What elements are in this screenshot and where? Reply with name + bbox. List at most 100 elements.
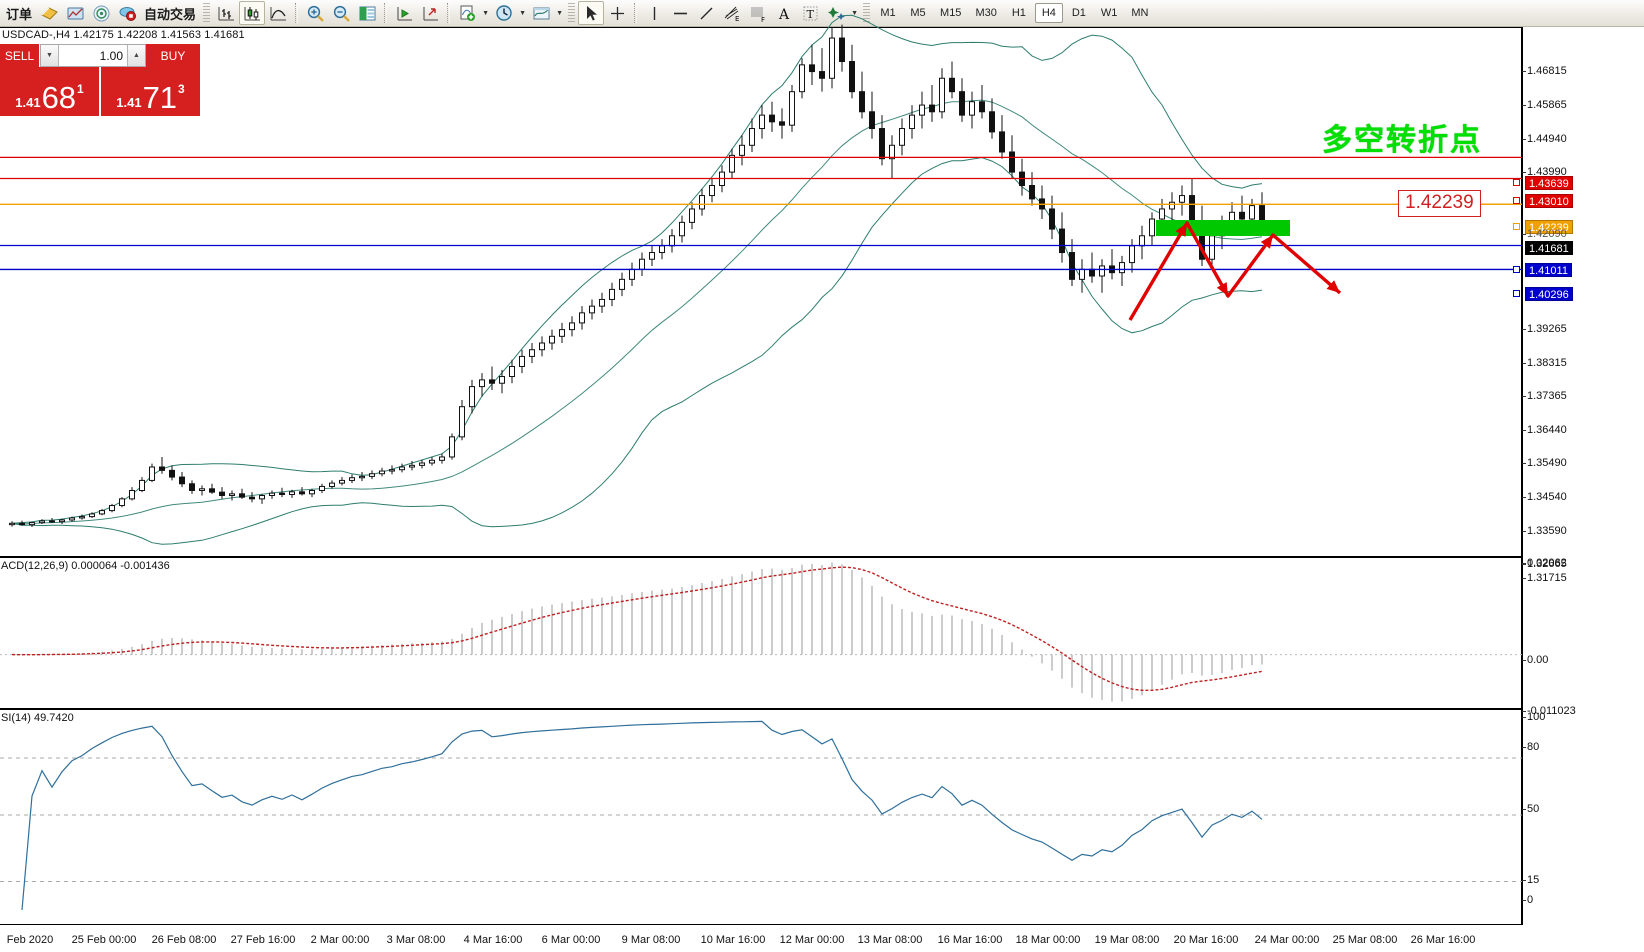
chart-shift-icon[interactable] xyxy=(417,1,443,25)
indicator-tick: 15 xyxy=(1521,874,1540,886)
price-tick: 1.42090 xyxy=(1522,228,1567,240)
time-scale[interactable]: Feb 2020 25 Feb 00:00 26 Feb 08:00 27 Feb 1… xyxy=(0,926,1522,952)
templates-icon[interactable] xyxy=(528,1,554,25)
data-window-icon[interactable] xyxy=(354,1,380,25)
candlestick-chart-icon[interactable] xyxy=(239,1,266,25)
price-level-label[interactable]: 1.41681 xyxy=(1525,241,1573,255)
indicator-tick: 0.02062 xyxy=(1522,557,1567,569)
price-tick: 1.37365 xyxy=(1522,390,1567,402)
market-watch-icon[interactable] xyxy=(62,1,88,25)
price-chart-canvas xyxy=(0,14,1522,545)
line-chart-icon[interactable] xyxy=(265,1,291,25)
toolbar-grip-3[interactable] xyxy=(863,2,871,24)
timeframe-button-d1[interactable]: D1 xyxy=(1071,7,1086,19)
horizontal-line-icon[interactable] xyxy=(667,1,693,25)
period-icon[interactable] xyxy=(491,1,517,25)
time-axis-label: 13 Mar 08:00 xyxy=(857,934,923,946)
toolbar-separator xyxy=(295,3,299,23)
indicators-dropdown-caret[interactable]: ▼ xyxy=(482,9,489,17)
price-level-label[interactable]: 1.41011 xyxy=(1525,263,1572,277)
equidistant-channel-icon[interactable]: F xyxy=(745,1,771,25)
volume-input[interactable]: 1.00 xyxy=(99,48,123,63)
price-chart-pane[interactable] xyxy=(0,14,1522,556)
text-icon[interactable]: A xyxy=(771,1,797,25)
time-axis-label: 24 Mar 00:00 xyxy=(1254,934,1320,946)
buy-price-prefix: 1.41 xyxy=(116,95,142,110)
time-axis-label: 2 Mar 00:00 xyxy=(310,934,370,946)
autotrading-icon[interactable] xyxy=(114,1,140,25)
indicators-icon[interactable] xyxy=(454,1,480,25)
zoom-in-icon[interactable] xyxy=(302,1,328,25)
price-tick: 1.38315 xyxy=(1522,357,1567,369)
one-click-trading-panel: SELL ▼ 1.00 ▲ BUY 1.41 68 1 1.41 71 3 xyxy=(0,44,200,116)
shapes-dropdown-caret[interactable]: ▼ xyxy=(851,9,858,17)
toolbar-grip-2[interactable] xyxy=(568,2,576,24)
timeframe-button-w1[interactable]: W1 xyxy=(1100,7,1118,19)
rsi-pane[interactable]: SI(14) 49.7420 xyxy=(0,708,1522,925)
price-tick: 1.44940 xyxy=(1522,133,1567,145)
buy-price-display[interactable]: 1.41 71 3 xyxy=(101,67,200,116)
indicator-tick: -0.011023 xyxy=(1522,705,1576,717)
shapes-icon[interactable] xyxy=(823,1,849,25)
price-tick: 1.35490 xyxy=(1522,457,1567,469)
timeframe-button-m1[interactable]: M1 xyxy=(880,7,896,19)
svg-text:E: E xyxy=(735,15,739,23)
auto-scroll-icon[interactable] xyxy=(391,1,417,25)
time-axis-label: 19 Mar 08:00 xyxy=(1094,934,1160,946)
toolbar-grip[interactable] xyxy=(203,2,211,24)
price-level-handle[interactable] xyxy=(1513,179,1520,186)
price-level-label[interactable]: 1.43639 xyxy=(1525,176,1573,190)
toolbar-separator-4 xyxy=(634,3,638,23)
sell-button[interactable]: SELL xyxy=(0,44,40,67)
macd-canvas xyxy=(0,562,1522,702)
price-annotation-box: 1.42239 xyxy=(1398,190,1481,217)
sell-price-display[interactable]: 1.41 68 1 xyxy=(0,67,101,116)
time-axis-label: 4 Mar 16:00 xyxy=(463,934,523,946)
price-tick: 1.43990 xyxy=(1522,166,1567,178)
period-dropdown-caret[interactable]: ▼ xyxy=(519,9,526,17)
price-level-handle[interactable] xyxy=(1513,266,1520,273)
volume-stepper[interactable]: ▼ 1.00 ▲ xyxy=(40,44,146,67)
time-axis-label: 26 Mar 16:00 xyxy=(1410,934,1476,946)
indicator-tick: 80 xyxy=(1521,741,1540,753)
price-level-label[interactable]: 1.40296 xyxy=(1525,287,1573,301)
timeframe-button-h1[interactable]: H1 xyxy=(1011,7,1026,19)
signals-icon[interactable] xyxy=(88,1,114,25)
time-axis-label: Feb 2020 xyxy=(6,934,54,946)
rsi-canvas xyxy=(0,720,1522,911)
timeframe-button-m5[interactable]: M5 xyxy=(910,7,926,19)
svg-text:A: A xyxy=(778,7,790,23)
templates-dropdown-caret[interactable]: ▼ xyxy=(556,9,563,17)
price-tick: 1.36440 xyxy=(1522,424,1567,436)
volume-increment-button[interactable]: ▲ xyxy=(127,45,145,66)
crosshair-icon[interactable] xyxy=(604,1,630,25)
text-label-icon[interactable]: T xyxy=(797,1,823,25)
trendline-icon[interactable] xyxy=(693,1,719,25)
new-order-icon[interactable] xyxy=(36,1,62,25)
timeframe-button-m30[interactable]: M30 xyxy=(975,7,997,19)
price-level-label[interactable]: 1.43010 xyxy=(1525,194,1573,208)
timeframe-button-mn[interactable]: MN xyxy=(1131,7,1149,19)
price-level-label[interactable]: 1.42239 xyxy=(1525,220,1573,234)
buy-button[interactable]: BUY xyxy=(146,44,200,67)
orders-button[interactable]: 订单 xyxy=(6,6,33,22)
price-scale[interactable]: 1.46815 1.45865 1.44940 1.43990 1.39265 1.383… xyxy=(1513,27,1644,925)
price-level-handle[interactable] xyxy=(1513,290,1520,297)
toolbar-separator-2 xyxy=(384,3,388,23)
sell-price-fraction: 1 xyxy=(77,82,84,96)
volume-decrement-button[interactable]: ▼ xyxy=(41,45,59,66)
macd-pane[interactable]: ACD(12,26,9) 0.000064 -0.001436 xyxy=(0,556,1522,708)
price-level-handle[interactable] xyxy=(1513,223,1520,230)
vertical-line-icon[interactable] xyxy=(641,1,667,25)
fibonacci-icon[interactable]: E xyxy=(719,1,745,25)
zoom-out-icon[interactable] xyxy=(328,1,354,25)
time-axis-label: 16 Mar 16:00 xyxy=(937,934,1003,946)
price-level-handle[interactable] xyxy=(1513,197,1520,204)
bar-chart-icon[interactable] xyxy=(213,1,239,25)
timeframe-button-m15[interactable]: M15 xyxy=(940,7,962,19)
timeframe-button-h4[interactable]: H4 xyxy=(1034,3,1063,23)
cursor-icon[interactable] xyxy=(578,1,605,25)
rsi-title: SI(14) 49.7420 xyxy=(1,712,74,724)
price-tick: 1.31715 xyxy=(1522,572,1567,584)
autotrading-button[interactable]: 自动交易 xyxy=(144,6,197,22)
